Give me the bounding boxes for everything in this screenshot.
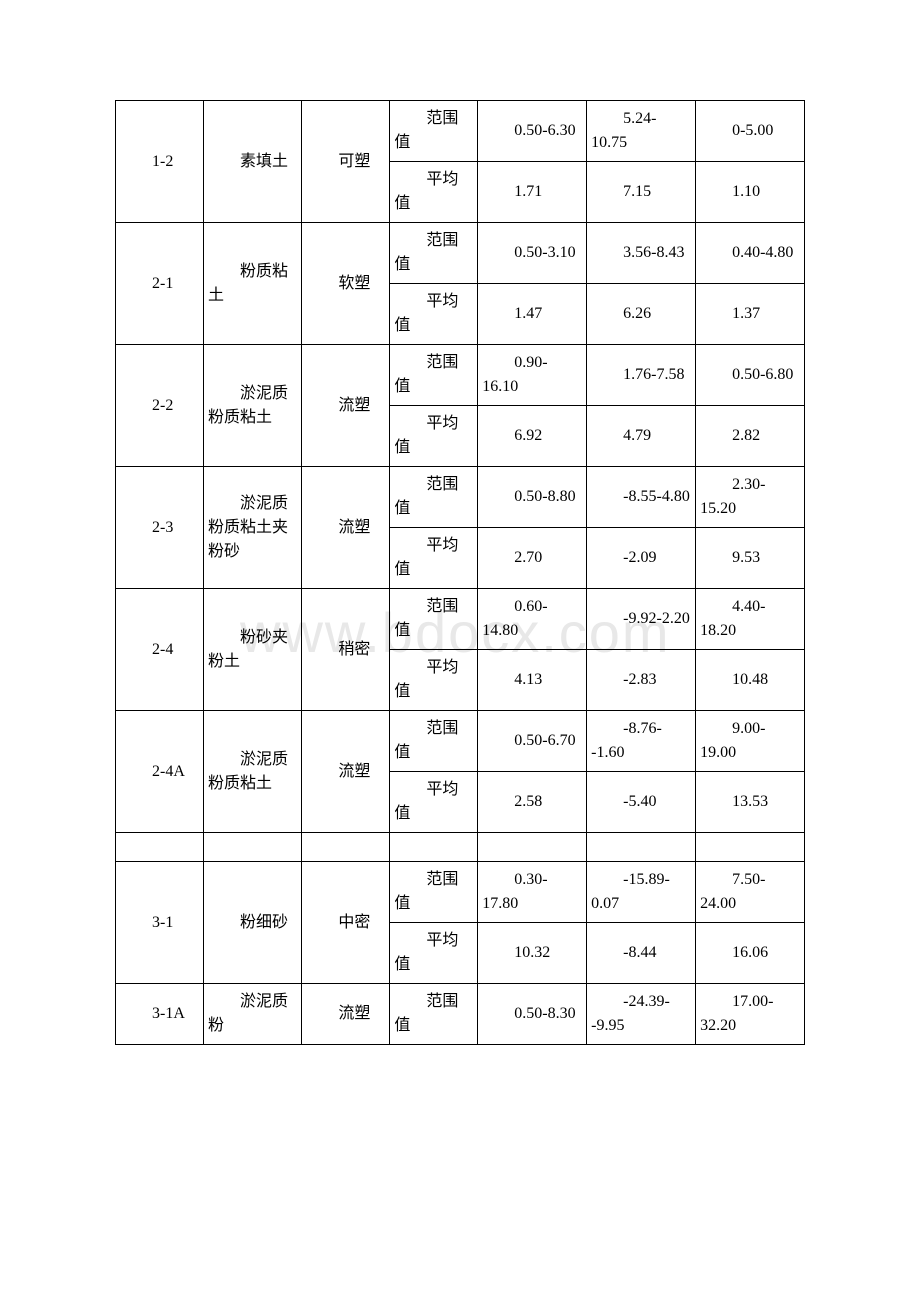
- layer-id: 1-2: [116, 101, 204, 223]
- avg-value-1: 10.32: [478, 923, 587, 984]
- avg-value-1: 2.70: [478, 528, 587, 589]
- avg-value-1: 2.58: [478, 772, 587, 833]
- stat-range-label: 范围值: [390, 589, 478, 650]
- soil-state: 流塑: [302, 467, 390, 589]
- spacer-cell: [587, 833, 696, 862]
- avg-value-2: 4.79: [587, 406, 696, 467]
- range-value-3: 0.50-6.80: [696, 345, 805, 406]
- soil-state: 稍密: [302, 589, 390, 711]
- avg-value-3: 13.53: [696, 772, 805, 833]
- avg-value-1: 1.47: [478, 284, 587, 345]
- range-value-3: 7.50-24.00: [696, 862, 805, 923]
- avg-value-2: -8.44: [587, 923, 696, 984]
- avg-value-2: 7.15: [587, 162, 696, 223]
- layer-id: 3-1: [116, 862, 204, 984]
- range-value-2: 3.56-8.43: [587, 223, 696, 284]
- soil-data-table: 1-2素填土可塑范围值0.50-6.305.24-10.750-5.00平均值1…: [115, 100, 805, 1045]
- layer-id: 2-4: [116, 589, 204, 711]
- stat-range-label: 范围值: [390, 984, 478, 1045]
- spacer-cell: [302, 833, 390, 862]
- range-value-3: 0.40-4.80: [696, 223, 805, 284]
- stat-range-label: 范围值: [390, 862, 478, 923]
- soil-name: 粉细砂: [203, 862, 301, 984]
- range-value-1: 0.50-6.30: [478, 101, 587, 162]
- layer-id: 2-2: [116, 345, 204, 467]
- stat-range-label: 范围值: [390, 223, 478, 284]
- spacer-cell: [116, 833, 204, 862]
- stat-range-label: 范围值: [390, 345, 478, 406]
- range-value-1: 0.50-6.70: [478, 711, 587, 772]
- soil-state: 可塑: [302, 101, 390, 223]
- soil-name: 淤泥质粉质粘土: [203, 345, 301, 467]
- stat-avg-label: 平均值: [390, 406, 478, 467]
- range-value-1: 0.30-17.80: [478, 862, 587, 923]
- layer-id: 3-1A: [116, 984, 204, 1045]
- range-value-2: -8.76- -1.60: [587, 711, 696, 772]
- layer-id: 2-4A: [116, 711, 204, 833]
- range-value-3: 9.00-19.00: [696, 711, 805, 772]
- soil-name: 淤泥质粉质粘土夹粉砂: [203, 467, 301, 589]
- soil-data-table-container: 1-2素填土可塑范围值0.50-6.305.24-10.750-5.00平均值1…: [115, 100, 805, 1045]
- range-value-2: -15.89-0.07: [587, 862, 696, 923]
- soil-name: 粉砂夹粉土: [203, 589, 301, 711]
- avg-value-3: 9.53: [696, 528, 805, 589]
- stat-avg-label: 平均值: [390, 284, 478, 345]
- spacer-cell: [203, 833, 301, 862]
- soil-state: 流塑: [302, 711, 390, 833]
- stat-avg-label: 平均值: [390, 650, 478, 711]
- range-value-3: 0-5.00: [696, 101, 805, 162]
- avg-value-3: 2.82: [696, 406, 805, 467]
- stat-avg-label: 平均值: [390, 772, 478, 833]
- range-value-2: -24.39- -9.95: [587, 984, 696, 1045]
- avg-value-3: 1.10: [696, 162, 805, 223]
- avg-value-3: 10.48: [696, 650, 805, 711]
- stat-range-label: 范围值: [390, 711, 478, 772]
- range-value-1: 0.60-14.80: [478, 589, 587, 650]
- soil-name: 淤泥质粉质粘土: [203, 711, 301, 833]
- layer-id: 2-3: [116, 467, 204, 589]
- avg-value-2: -5.40: [587, 772, 696, 833]
- range-value-1: 0.50-3.10: [478, 223, 587, 284]
- stat-avg-label: 平均值: [390, 923, 478, 984]
- avg-value-1: 6.92: [478, 406, 587, 467]
- soil-state: 流塑: [302, 345, 390, 467]
- avg-value-2: -2.09: [587, 528, 696, 589]
- avg-value-1: 4.13: [478, 650, 587, 711]
- range-value-2: 5.24-10.75: [587, 101, 696, 162]
- soil-state: 软塑: [302, 223, 390, 345]
- range-value-1: 0.90-16.10: [478, 345, 587, 406]
- spacer-cell: [696, 833, 805, 862]
- avg-value-2: 6.26: [587, 284, 696, 345]
- soil-state: 流塑: [302, 984, 390, 1045]
- stat-avg-label: 平均值: [390, 528, 478, 589]
- range-value-1: 0.50-8.30: [478, 984, 587, 1045]
- stat-avg-label: 平均值: [390, 162, 478, 223]
- soil-name: 素填土: [203, 101, 301, 223]
- avg-value-2: -2.83: [587, 650, 696, 711]
- soil-state: 中密: [302, 862, 390, 984]
- soil-name: 粉质粘土: [203, 223, 301, 345]
- range-value-3: 2.30-15.20: [696, 467, 805, 528]
- avg-value-1: 1.71: [478, 162, 587, 223]
- avg-value-3: 1.37: [696, 284, 805, 345]
- layer-id: 2-1: [116, 223, 204, 345]
- soil-name: 淤泥质粉: [203, 984, 301, 1045]
- range-value-3: 4.40-18.20: [696, 589, 805, 650]
- avg-value-3: 16.06: [696, 923, 805, 984]
- range-value-2: -8.55-4.80: [587, 467, 696, 528]
- stat-range-label: 范围值: [390, 467, 478, 528]
- spacer-cell: [478, 833, 587, 862]
- range-value-1: 0.50-8.80: [478, 467, 587, 528]
- spacer-cell: [390, 833, 478, 862]
- range-value-2: -9.92-2.20: [587, 589, 696, 650]
- range-value-2: 1.76-7.58: [587, 345, 696, 406]
- range-value-3: 17.00-32.20: [696, 984, 805, 1045]
- stat-range-label: 范围值: [390, 101, 478, 162]
